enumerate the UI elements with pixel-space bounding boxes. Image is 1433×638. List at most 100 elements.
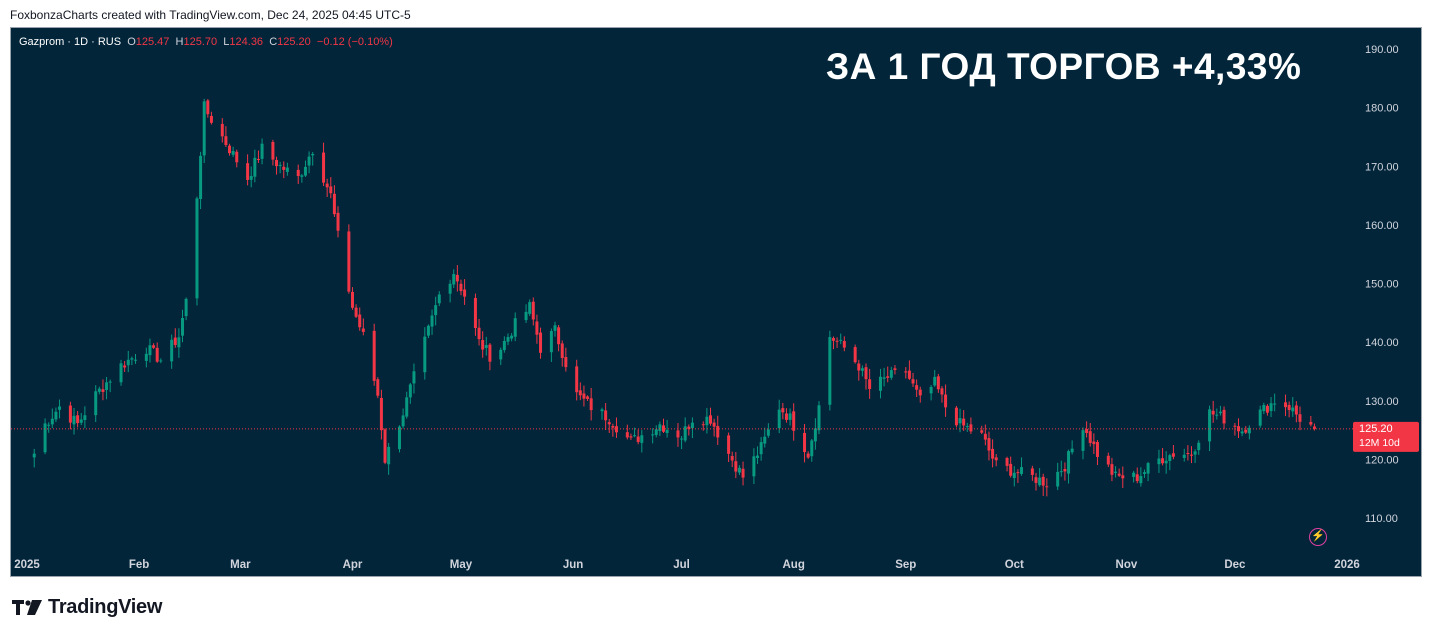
chart-panel[interactable]: 190.00 180.00 170.00 160.00 150.00 140.00 130.… [10,27,1422,577]
candle-body [835,340,839,342]
candle-body [575,366,579,393]
candle-body [539,332,543,353]
candle-body [50,418,54,425]
x-tick-label: May [450,559,473,571]
candle-body [285,167,289,172]
candle-body [397,426,401,450]
candle-body [889,370,893,378]
candle-body [228,145,232,154]
x-tick-label: Mar [230,559,251,571]
candle-body [1287,404,1291,411]
candle-body [1045,486,1049,488]
candle-body [1211,410,1215,415]
high-label: H [175,36,184,48]
candle-body [727,435,731,454]
candle-body [126,359,130,366]
candle-body [991,448,995,459]
candle-body [1182,454,1186,458]
candle-body [839,339,843,341]
candle-body [177,337,181,348]
candle-body [170,339,174,362]
candle-body [980,430,984,433]
candle-body [1038,477,1042,486]
candle-body [654,429,658,436]
candle-body [72,415,76,425]
candle-body [918,389,922,396]
candle-body [549,331,553,353]
tradingview-brand[interactable]: TradingView [12,596,162,619]
candle-body [97,388,101,392]
candle-body [828,337,832,405]
candle-body [452,274,456,285]
candle-body [459,283,463,292]
candle-body [1269,403,1273,412]
candle-body [1034,477,1038,483]
candle-body [528,302,532,314]
candle-body [224,136,228,145]
candle-body [58,406,62,410]
candle-body [437,294,441,304]
open-label: O [127,36,136,48]
candle-body [303,166,307,176]
candle-body [969,424,973,432]
candle-body [1157,458,1161,465]
candle-body [954,407,958,426]
candle-body [361,328,365,332]
candle-body [933,376,937,386]
candle-body [730,456,734,461]
candle-body [1110,464,1114,475]
candle-body [857,363,861,371]
x-tick-label: Nov [1116,559,1138,571]
price-chart[interactable]: 190.00 180.00 170.00 160.00 150.00 140.00 130.… [11,28,1421,576]
candle-body [929,386,933,394]
candle-body [195,198,199,299]
candle-body [553,325,557,331]
candle-body [1146,463,1150,474]
candle-body [209,115,213,123]
candle-body [868,379,872,390]
candle-body [477,327,481,340]
candle-body [1095,442,1099,457]
bar-countdown: 12M 10d [1359,437,1400,449]
ohlc-legend: Gazprom · 1D · RUS O125.47 H125.70 L124.… [19,36,393,48]
candle-body [430,315,434,327]
candle-body [886,376,890,378]
candle-body [307,156,311,166]
candle-body [878,376,882,391]
candle-body [332,193,336,215]
candle-body [76,415,80,424]
x-tick-label: Oct [1005,559,1024,571]
last-price-value: 125.20 [1359,423,1393,435]
candle-body [253,157,257,177]
candle-body [387,446,391,465]
candle-body [690,422,694,429]
candle-body [701,424,705,426]
candle-body [1265,405,1269,413]
lightning-icon[interactable]: ⚡ [1309,528,1327,546]
candle-body [1117,473,1121,476]
candle-body [604,410,608,421]
candle-body [716,425,720,438]
candle-body [484,345,488,348]
candle-body [105,382,109,390]
candle-body [752,456,756,477]
candle-body [32,453,36,458]
candle-body [759,442,763,455]
x-tick-label: 2026 [1334,559,1360,571]
candle-body [322,152,326,183]
candle-body [817,405,821,431]
candle-body [108,381,112,383]
candle-body [1132,472,1136,477]
candle-body [1067,451,1071,474]
candle-body [1168,455,1172,461]
candle-body [1171,453,1175,457]
candle-body [1197,442,1201,451]
candle-body [455,274,459,282]
candle-body [434,305,438,316]
candle-body [300,175,304,177]
symbol-label[interactable]: Gazprom · 1D · RUS [19,36,122,48]
candle-body [893,368,897,370]
candle-body [358,314,362,328]
candle-body [235,151,239,163]
candle-body [524,311,528,321]
